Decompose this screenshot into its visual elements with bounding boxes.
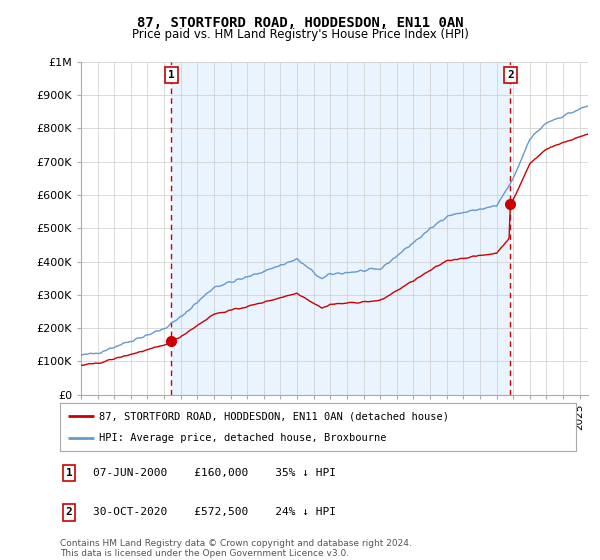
Text: 2: 2	[65, 507, 73, 517]
Text: HPI: Average price, detached house, Broxbourne: HPI: Average price, detached house, Brox…	[98, 433, 386, 443]
Text: 07-JUN-2000    £160,000    35% ↓ HPI: 07-JUN-2000 £160,000 35% ↓ HPI	[93, 468, 336, 478]
Text: 1: 1	[65, 468, 73, 478]
Text: 87, STORTFORD ROAD, HODDESDON, EN11 0AN: 87, STORTFORD ROAD, HODDESDON, EN11 0AN	[137, 16, 463, 30]
Text: Price paid vs. HM Land Registry's House Price Index (HPI): Price paid vs. HM Land Registry's House …	[131, 28, 469, 41]
Text: 1: 1	[168, 70, 175, 80]
Text: 30-OCT-2020    £572,500    24% ↓ HPI: 30-OCT-2020 £572,500 24% ↓ HPI	[93, 507, 336, 517]
Text: Contains HM Land Registry data © Crown copyright and database right 2024.
This d: Contains HM Land Registry data © Crown c…	[60, 539, 412, 558]
Text: 2: 2	[507, 70, 514, 80]
Text: 87, STORTFORD ROAD, HODDESDON, EN11 0AN (detached house): 87, STORTFORD ROAD, HODDESDON, EN11 0AN …	[98, 411, 449, 421]
